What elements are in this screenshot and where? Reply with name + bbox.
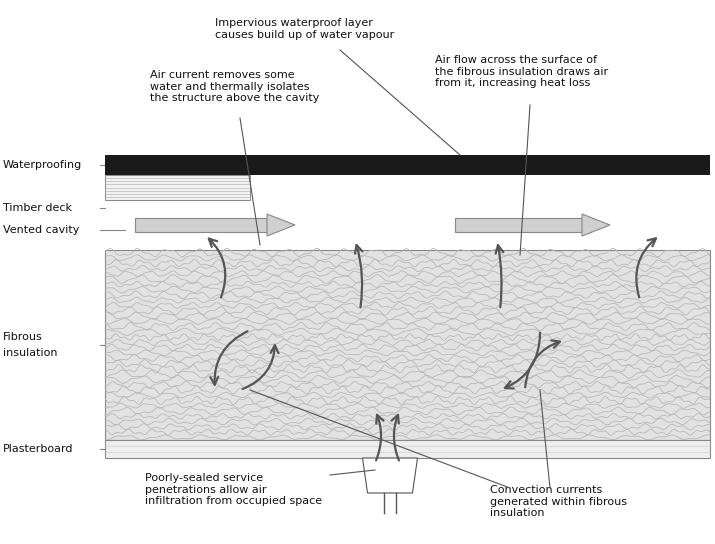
Text: Timber deck: Timber deck: [3, 203, 72, 213]
Text: Vented cavity: Vented cavity: [3, 225, 79, 235]
Polygon shape: [267, 214, 295, 236]
Text: Waterproofing: Waterproofing: [3, 160, 82, 170]
Text: Impervious waterproof layer
causes build up of water vapour: Impervious waterproof layer causes build…: [215, 18, 394, 40]
Text: insulation: insulation: [3, 348, 57, 358]
Polygon shape: [363, 458, 418, 493]
Text: Fibrous: Fibrous: [3, 332, 43, 342]
Polygon shape: [582, 214, 610, 236]
Bar: [105, 175, 250, 200]
Bar: [135, 218, 267, 232]
Text: Convection currents
generated within fibrous
insulation: Convection currents generated within fib…: [490, 485, 627, 518]
Text: Plasterboard: Plasterboard: [3, 444, 74, 454]
Bar: [105, 440, 710, 458]
Bar: [105, 250, 710, 440]
Text: Air current removes some
water and thermally isolates
the structure above the ca: Air current removes some water and therm…: [150, 70, 320, 103]
Text: Poorly-sealed service
penetrations allow air
infiltration from occupied space: Poorly-sealed service penetrations allow…: [145, 473, 322, 506]
Bar: [105, 155, 710, 175]
Bar: [455, 218, 582, 232]
Text: Air flow across the surface of
the fibrous insulation draws air
from it, increas: Air flow across the surface of the fibro…: [435, 55, 608, 88]
